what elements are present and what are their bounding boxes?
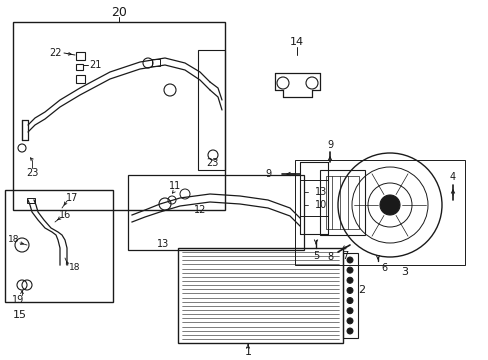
Text: 9: 9 [326,140,332,150]
Text: 22: 22 [49,48,61,58]
Bar [294,160,464,265]
Text: 12: 12 [193,205,206,215]
Bar [198,50,224,170]
Text: 21: 21 [89,60,101,70]
Text: 3: 3 [401,267,407,277]
Text: 2: 2 [358,285,365,295]
Text: 4: 4 [449,172,455,182]
Text: 13: 13 [157,239,169,249]
Text: 1: 1 [244,347,251,357]
Text: 13: 13 [314,187,326,197]
Circle shape [346,318,352,324]
Circle shape [346,267,352,273]
Circle shape [346,277,352,283]
Circle shape [346,257,352,263]
Text: 8: 8 [326,252,332,262]
Text: 14: 14 [289,37,304,47]
Bar [13,22,224,210]
Text: 23: 23 [26,168,38,178]
Text: 11: 11 [168,181,181,191]
Circle shape [346,308,352,314]
Bar [27,198,35,203]
Bar [128,175,304,250]
Bar [76,52,85,60]
Text: 5: 5 [312,251,319,261]
Bar [76,64,83,70]
Bar [178,248,342,343]
Bar [319,170,364,235]
Text: 18: 18 [8,235,20,244]
Text: 19: 19 [12,295,24,305]
Text: 17: 17 [66,193,78,203]
Text: 6: 6 [380,263,386,273]
Bar [325,176,358,229]
Text: 10: 10 [314,200,326,210]
Bar [299,162,327,180]
Text: 23: 23 [205,158,218,168]
Text: 18: 18 [69,264,81,273]
Circle shape [346,298,352,303]
Bar [299,216,327,234]
Circle shape [379,195,399,215]
Bar [76,75,85,83]
Bar [152,59,160,66]
Bar [5,190,113,302]
Text: 7: 7 [341,251,347,261]
Bar [342,253,357,338]
Bar [299,162,327,234]
Text: 15: 15 [13,310,27,320]
Text: 20: 20 [111,6,127,19]
Circle shape [346,328,352,334]
Text: 9: 9 [265,169,271,179]
Circle shape [346,287,352,293]
Text: 16: 16 [59,210,71,220]
